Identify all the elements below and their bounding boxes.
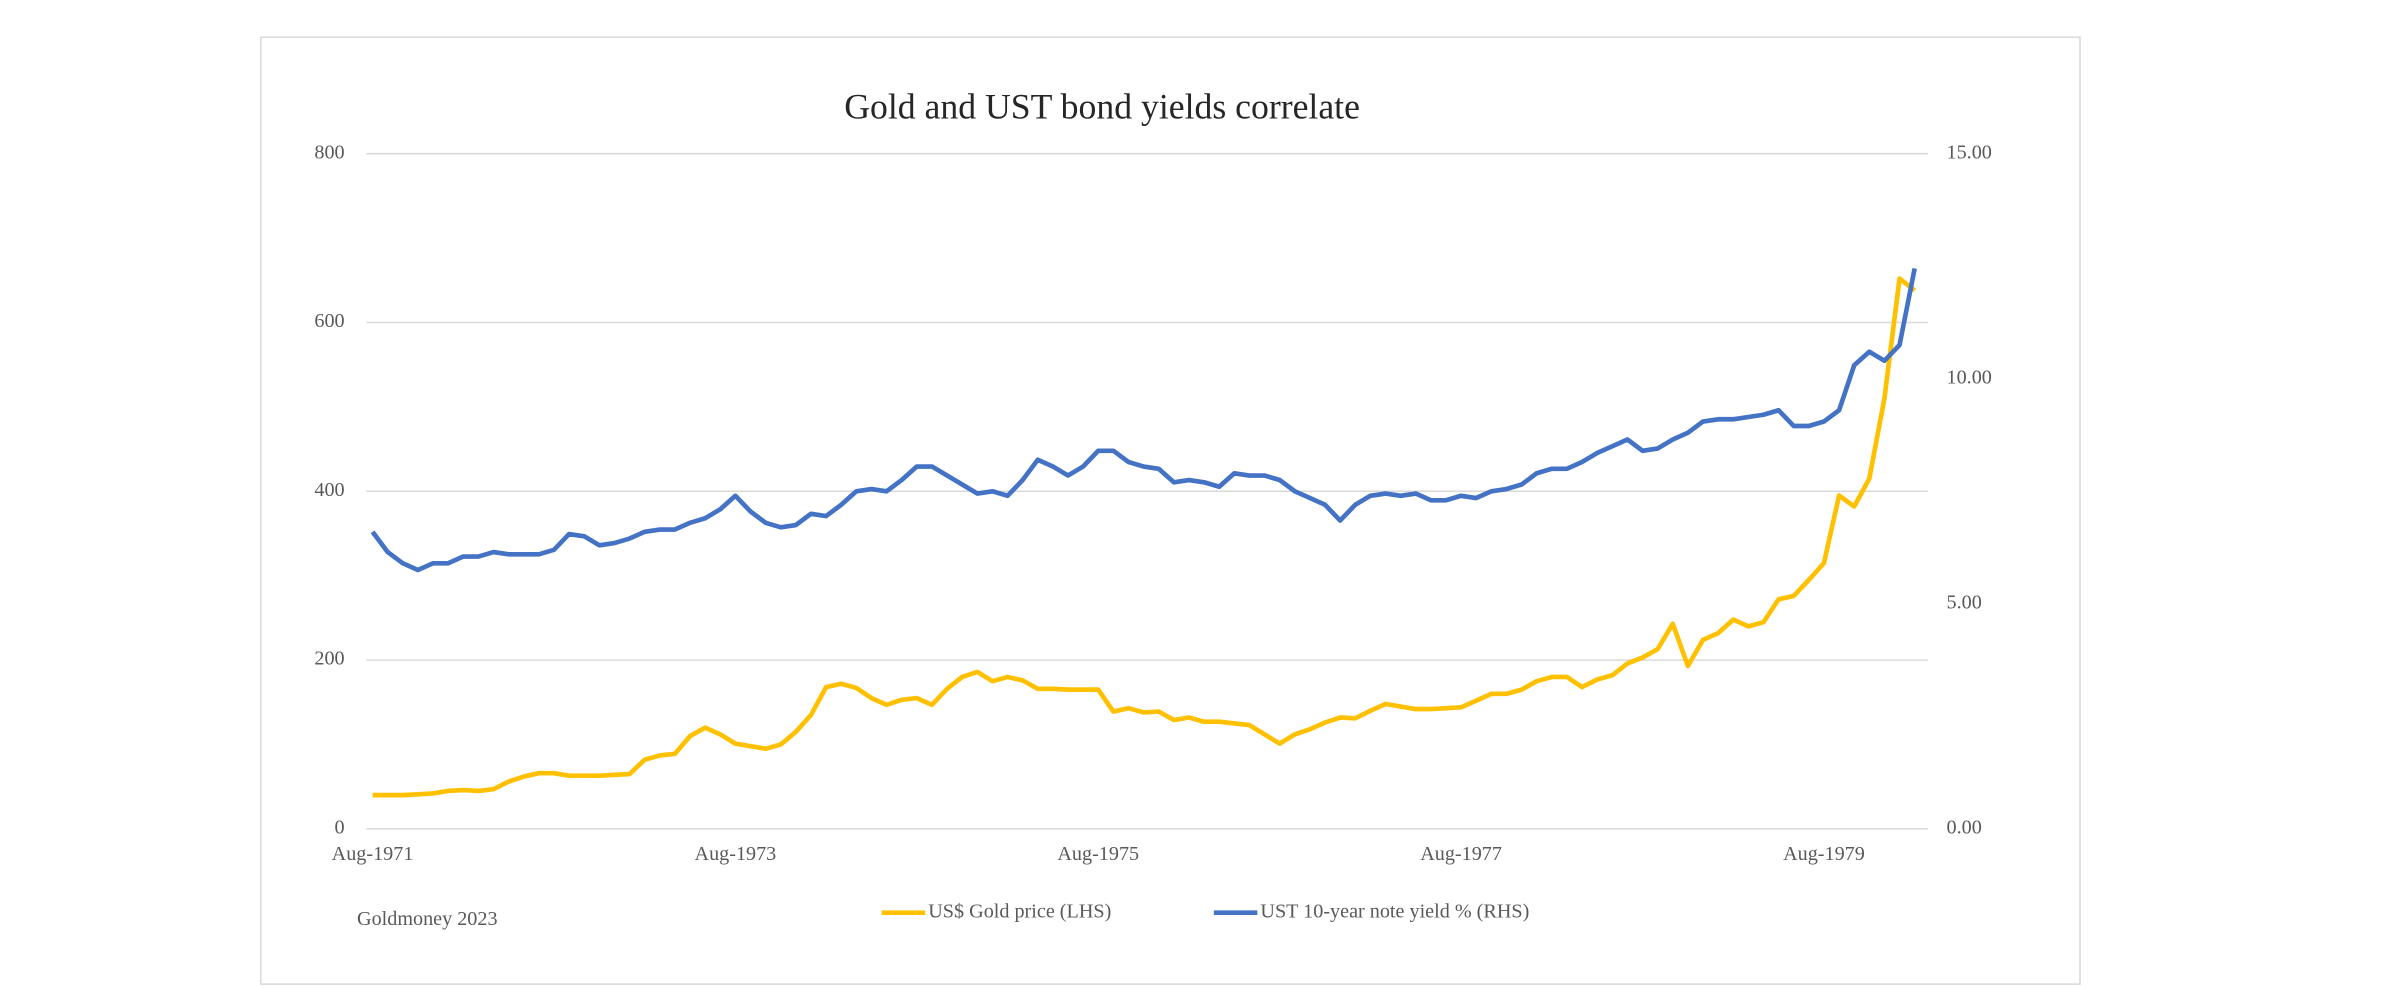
series-line [370,268,1917,573]
y-tick-label: 0 [335,817,345,839]
chart-frame [260,36,2081,985]
y-tick-label: 400 [314,479,344,501]
y-tick-label: 600 [314,310,344,332]
x-tick-label: Aug-1973 [695,843,777,865]
x-tick-label: Aug-1977 [1420,843,1502,865]
y2-tick-label: 10.00 [1947,366,1992,388]
y2-tick-label: 0.00 [1947,817,1982,839]
x-tick-label: Aug-1975 [1057,843,1139,865]
legend-label: UST 10-year note yield % (RHS) [1260,900,1529,922]
y-tick-label: 800 [314,141,344,163]
y2-tick-label: 5.00 [1947,591,1982,613]
series-line [372,276,1917,798]
y2-tick-label: 15.00 [1947,141,1992,163]
source-note: Goldmoney 2023 [357,908,498,930]
y-tick-label: 200 [314,648,344,670]
legend-label: US$ Gold price (LHS) [928,900,1111,922]
x-tick-label: Aug-1971 [332,843,414,865]
chart-title: Gold and UST bond yields correlate [844,86,1360,126]
x-tick-label: Aug-1979 [1783,843,1865,865]
